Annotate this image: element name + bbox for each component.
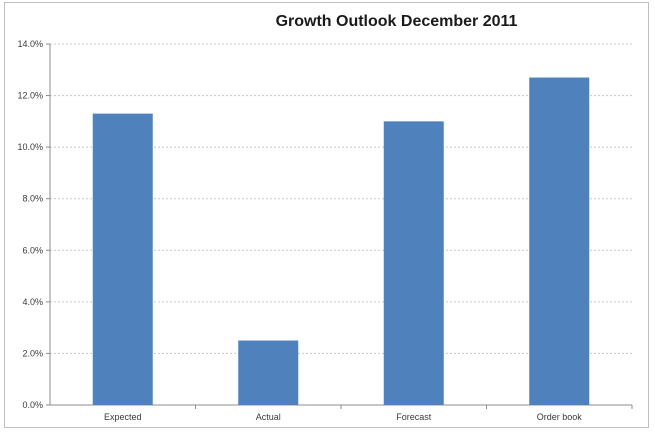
bar [383,121,444,405]
x-tick-label: Expected [104,412,142,422]
y-tick-label: 6.0% [22,245,43,255]
y-tick-label: 12.0% [17,91,43,101]
bar [92,113,153,405]
y-tick-label: 0.0% [22,400,43,410]
chart-title: Growth Outlook December 2011 [275,13,518,30]
x-tick-label: Forecast [396,412,432,422]
y-tick-label: 4.0% [22,297,43,307]
bar [238,340,299,405]
x-tick-label: Order book [537,412,583,422]
x-tick-label: Actual [256,412,281,422]
y-tick-label: 2.0% [22,348,43,358]
y-tick-label: 8.0% [22,194,43,204]
y-tick-label: 10.0% [17,142,43,152]
bar [529,77,590,406]
y-tick-label: 14.0% [17,39,43,49]
